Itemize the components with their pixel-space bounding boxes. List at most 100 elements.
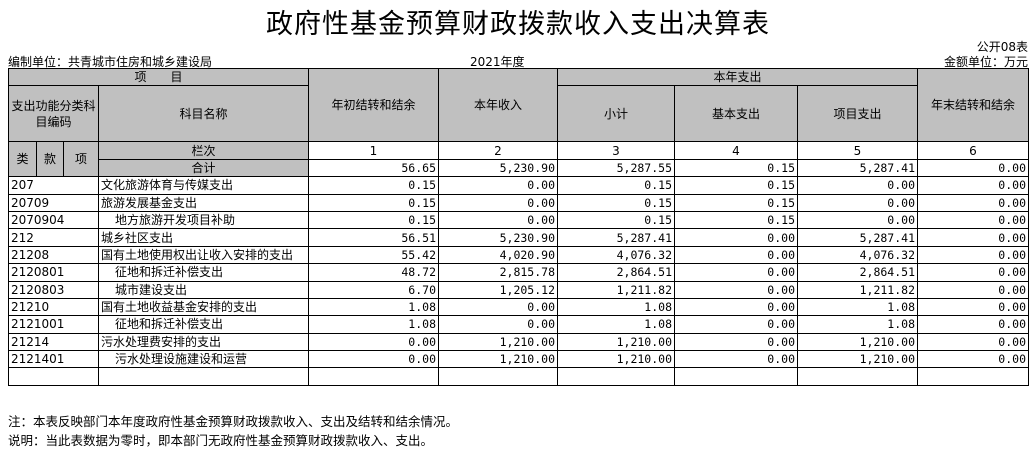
cell: 4,076.32 xyxy=(797,245,918,265)
cell: 1.08 xyxy=(557,297,675,317)
cell: 0.15 xyxy=(308,210,439,230)
cell xyxy=(308,367,439,386)
cell: 0.15 xyxy=(557,210,675,230)
table-row: 21214 污水处理费安排的支出 0.00 1,210.00 1,210.00 0.00 1… xyxy=(8,332,1029,352)
cell: 1,205.12 xyxy=(438,280,558,299)
row-name: 征地和拆迁补偿支出 xyxy=(98,315,309,334)
cell: 2,815.78 xyxy=(438,263,558,282)
row-code: 20709 xyxy=(8,193,99,212)
header-col1: 年初结转和结余 xyxy=(308,67,439,143)
cell: 55.42 xyxy=(308,245,439,265)
cell: 0.00 xyxy=(917,245,1029,265)
cell: 0.00 xyxy=(797,176,918,195)
unit-label: 编制单位：共青城市住房和城乡建设局 xyxy=(8,55,213,69)
table-row: 2121001 征地和拆迁补偿支出 1.08 0.00 1.08 0.00 1.08 0.00 xyxy=(8,315,1029,334)
cell: 0.00 xyxy=(674,228,798,247)
cell: 0.00 xyxy=(674,263,798,282)
row-name: 污水处理费安排的支出 xyxy=(98,332,309,352)
col-num: 4 xyxy=(674,141,798,160)
header-kuan: 款 xyxy=(36,141,64,178)
table-row: 207 文化旅游体育与传媒支出 0.15 0.00 0.15 0.15 0.00 0.00 xyxy=(8,176,1029,195)
cell xyxy=(8,367,99,386)
header-col6: 年末结转和结余 xyxy=(917,67,1029,143)
table-row: 21208 国有土地使用权出让收入安排的支出 55.42 4,020.90 4,076.… xyxy=(8,245,1029,265)
row-code: 2070904 xyxy=(8,210,99,230)
cell: 5,287.55 xyxy=(557,158,675,178)
col-num: 6 xyxy=(917,141,1029,160)
row-name: 地方旅游开发项目补助 xyxy=(98,210,309,230)
cell: 2,864.51 xyxy=(557,263,675,282)
budget-table: 项 目 年初结转和结余 本年收入 本年支出 年末结转和结余 支出功能分类科目编码… xyxy=(8,67,1029,386)
cell: 1,211.82 xyxy=(797,280,918,299)
cell: 1.08 xyxy=(797,315,918,334)
col-num: 1 xyxy=(308,141,439,160)
row-name: 国有土地使用权出让收入安排的支出 xyxy=(98,245,309,265)
cell: 1,211.82 xyxy=(557,280,675,299)
col-num: 5 xyxy=(797,141,918,160)
cell: 0.00 xyxy=(917,158,1029,178)
row-name: 征地和拆迁补偿支出 xyxy=(98,263,309,282)
row-name: 城市建设支出 xyxy=(98,280,309,299)
cell: 0.00 xyxy=(674,245,798,265)
table-row: 21210 国有土地收益基金安排的支出 1.08 0.00 1.08 0.00 1.08 0.… xyxy=(8,297,1029,317)
cell: 0.15 xyxy=(674,193,798,212)
cell: 1,210.00 xyxy=(557,350,675,369)
cell: 5,287.41 xyxy=(797,228,918,247)
cell: 1,210.00 xyxy=(797,332,918,352)
row-code: 2120801 xyxy=(8,263,99,282)
row-code: 207 xyxy=(8,176,99,195)
cell: 4,076.32 xyxy=(557,245,675,265)
cell: 0.15 xyxy=(308,193,439,212)
row-code: 2121001 xyxy=(8,315,99,334)
cell: 6.70 xyxy=(308,280,439,299)
total-row: 合计 56.65 5,230.90 5,287.55 0.15 5,287.41… xyxy=(9,158,1029,178)
note-1: 注：本表反映部门本年度政府性基金预算财政拨款收入、支出及结转和结余情况。 xyxy=(8,414,459,429)
cell: 0.00 xyxy=(674,297,798,317)
row-code: 21208 xyxy=(8,245,99,265)
row-code: 21210 xyxy=(8,297,99,317)
cell xyxy=(98,367,309,386)
cell: 0.00 xyxy=(308,332,439,352)
cell xyxy=(917,367,1029,386)
header-name: 科目名称 xyxy=(98,85,309,143)
header-col5: 项目支出 xyxy=(797,85,918,143)
header-lei: 类 xyxy=(8,141,37,178)
cell: 1.08 xyxy=(308,315,439,334)
cell: 2,864.51 xyxy=(797,263,918,282)
cell: 0.00 xyxy=(797,193,918,212)
year-label: 2021年度 xyxy=(470,55,525,69)
header-group: 本年支出 xyxy=(557,67,918,87)
table-row: 212 城乡社区支出 56.51 5,230.90 5,287.41 0.00 5,287.… xyxy=(8,228,1029,247)
cell xyxy=(557,367,675,386)
cell: 0.15 xyxy=(674,210,798,230)
cell: 5,287.41 xyxy=(797,158,918,178)
table-row: 20709 旅游发展基金支出 0.15 0.00 0.15 0.15 0.00 0.00 xyxy=(8,193,1029,212)
page-title: 政府性基金预算财政拨款收入支出决算表 xyxy=(266,9,770,40)
cell xyxy=(797,367,918,386)
cell: 0.15 xyxy=(557,176,675,195)
cell: 0.00 xyxy=(917,210,1029,230)
cell: 0.00 xyxy=(674,280,798,299)
cell: 0.00 xyxy=(917,350,1029,369)
header-col2: 本年收入 xyxy=(438,67,558,143)
cell: 1.08 xyxy=(797,297,918,317)
cell: 1,210.00 xyxy=(557,332,675,352)
cell: 5,230.90 xyxy=(438,228,558,247)
table-row: 2120803 城市建设支出 6.70 1,205.12 1,211.82 0.00 1,2… xyxy=(8,280,1029,299)
cell: 0.00 xyxy=(674,332,798,352)
col-num: 3 xyxy=(557,141,675,160)
table-row: 2120801 征地和拆迁补偿支出 48.72 2,815.78 2,864.51 0.0… xyxy=(8,263,1029,282)
cell: 0.00 xyxy=(917,332,1029,352)
cell: 0.15 xyxy=(674,158,798,178)
cell: 0.00 xyxy=(438,315,558,334)
cell xyxy=(438,367,558,386)
cell: 0.00 xyxy=(674,315,798,334)
cell: 1,210.00 xyxy=(438,350,558,369)
total-label: 合计 xyxy=(98,158,309,178)
header-lanci: 栏次 xyxy=(98,141,309,160)
cell: 0.00 xyxy=(917,176,1029,195)
cell: 0.00 xyxy=(917,315,1029,334)
table-row: 2070904 地方旅游开发项目补助 0.15 0.00 0.15 0.15 0.00 0.0… xyxy=(8,210,1029,230)
cell: 1,210.00 xyxy=(797,350,918,369)
cell: 0.00 xyxy=(674,350,798,369)
